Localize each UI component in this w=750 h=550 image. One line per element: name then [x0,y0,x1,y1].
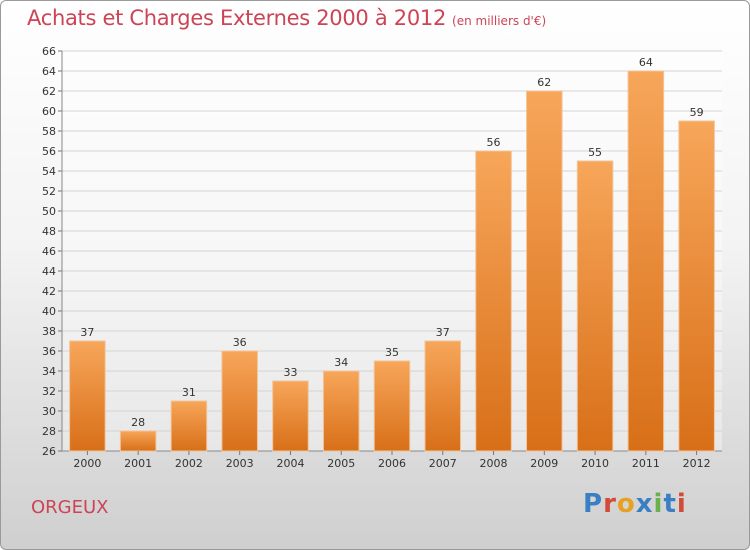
proxiti-logo: Proxiti [583,489,687,519]
bar [119,430,157,452]
x-tick-label: 2012 [683,457,711,470]
chart-title-text: Achats et Charges Externes 2000 à 2012 [27,6,447,30]
logo-letter: o [616,489,636,519]
bar-value-label: 64 [639,56,653,69]
y-tick-label: 36 [42,345,56,358]
bar [678,120,715,452]
logo-letter: i [653,489,664,519]
x-tick-label: 2006 [378,457,406,470]
x-tick-label: 2007 [429,457,457,470]
y-tick-label: 48 [42,225,56,238]
x-tick-label: 2000 [73,457,101,470]
y-tick-label: 64 [42,65,56,78]
y-tick-label: 26 [42,445,56,458]
x-tick-label: 2004 [276,457,304,470]
y-tick-label: 54 [42,165,56,178]
y-tick-label: 44 [42,265,56,278]
bar [475,150,512,452]
x-tick-label: 2010 [581,457,609,470]
bar [424,340,462,452]
y-tick-label: 32 [42,385,56,398]
chart-title: Achats et Charges Externes 2000 à 2012 (e… [27,6,546,30]
y-tick-label: 60 [42,105,56,118]
x-tick-label: 2001 [124,457,152,470]
bar [373,360,411,452]
y-tick-label: 38 [42,325,56,338]
y-tick-label: 52 [42,185,56,198]
bar [322,370,360,452]
bar-value-label: 35 [385,346,399,359]
bar [576,160,614,452]
bar [272,380,309,452]
y-tick-label: 28 [42,425,56,438]
logo-letter: x [635,489,654,519]
y-tick-label: 42 [42,285,56,298]
x-tick-label: 2008 [480,457,508,470]
bar-value-label: 62 [537,76,551,89]
x-tick-label: 2011 [632,457,660,470]
bar-value-label: 55 [588,146,602,159]
bar-value-label: 37 [80,326,94,339]
x-tick-label: 2009 [530,457,558,470]
logo-letter: t [663,489,677,519]
chart-subtitle: (en milliers d'€) [452,14,547,28]
y-tick-label: 30 [42,405,56,418]
bar-value-label: 31 [182,386,196,399]
bar [221,350,258,452]
y-tick-label: 62 [42,85,56,98]
bar [69,340,106,452]
x-tick-label: 2003 [226,457,254,470]
y-tick-label: 34 [42,365,56,378]
bar-value-label: 28 [131,416,145,429]
y-tick-label: 40 [42,305,56,318]
x-tick-label: 2005 [327,457,355,470]
bar [526,90,563,452]
logo-letter: P [583,489,604,519]
bar-value-label: 34 [334,356,348,369]
y-tick-label: 66 [42,45,56,58]
bar-value-label: 36 [233,336,247,349]
place-name: ORGEUX [31,497,109,518]
y-tick-label: 58 [42,125,56,138]
logo-letter: i [676,489,687,519]
bar [170,400,208,452]
y-tick-label: 46 [42,245,56,258]
x-tick-label: 2002 [175,457,203,470]
bar-value-label: 56 [487,136,501,149]
y-tick-label: 50 [42,205,56,218]
y-tick-label: 56 [42,145,56,158]
bar-value-label: 59 [690,106,704,119]
bar [627,70,665,452]
logo-letter: r [603,489,617,519]
bar-value-label: 37 [436,326,450,339]
bar-value-label: 33 [283,366,297,379]
